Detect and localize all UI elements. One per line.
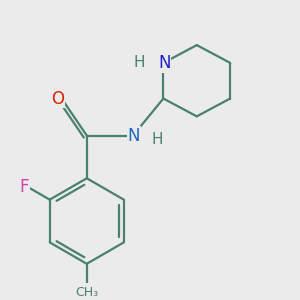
Text: H: H: [152, 132, 163, 147]
Text: H: H: [133, 55, 145, 70]
Text: CH₃: CH₃: [75, 286, 98, 299]
Text: O: O: [51, 89, 64, 107]
Text: F: F: [19, 178, 29, 196]
Text: N: N: [128, 127, 140, 145]
Text: N: N: [158, 54, 170, 72]
